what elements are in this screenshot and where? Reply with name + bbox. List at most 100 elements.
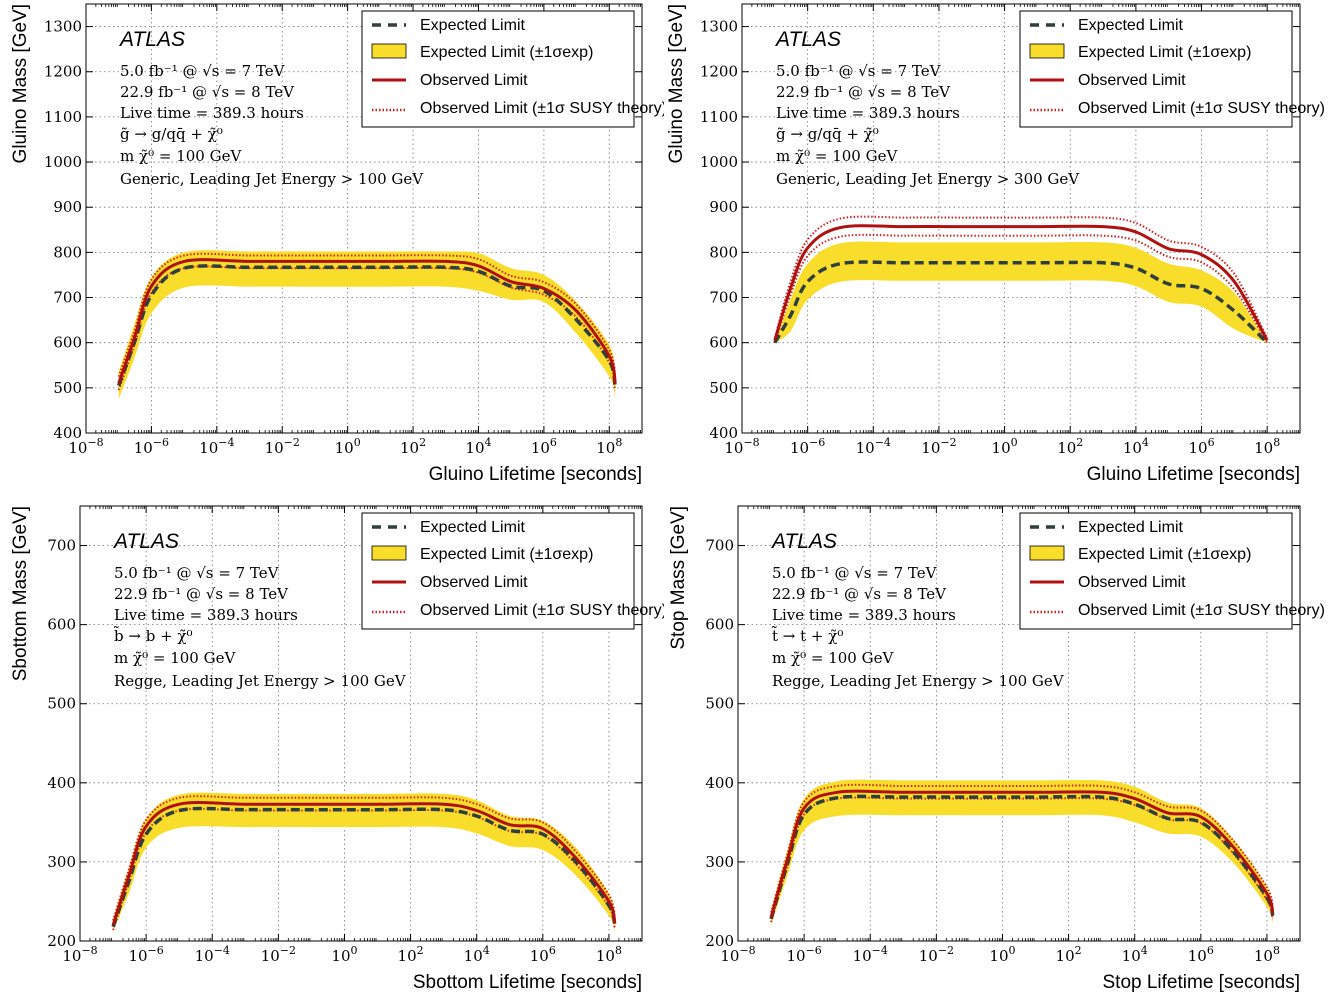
- legend: Expected Limit Expected Limit (±1σexp) Obs…: [361, 10, 667, 128]
- decay-mode: g̃ → g/qq̄ + χ̃⁰: [120, 125, 223, 143]
- y-tick-label: 700: [705, 537, 734, 555]
- observed-line: [769, 789, 1275, 918]
- y-tick-label: 1300: [44, 18, 82, 36]
- y-tick-label: 1200: [700, 63, 738, 81]
- model-selection: Generic, Leading Jet Energy > 300 GeV: [776, 170, 1080, 188]
- atlas-label: ATLAS: [770, 530, 837, 553]
- decay-mode: b̃ → b + χ̃⁰: [113, 626, 192, 645]
- y-tick-label: 200: [705, 932, 734, 950]
- y-tick-label: 500: [47, 695, 76, 713]
- y-tick-label: 700: [47, 537, 76, 555]
- y-tick-label: 600: [705, 616, 734, 634]
- x-tick-label: 102: [1057, 436, 1083, 457]
- expected-line: [111, 806, 617, 928]
- model-selection: Regge, Leading Jet Energy > 100 GeV: [114, 672, 407, 690]
- lumi-8tev: 22.9 fb⁻¹ @ √s = 8 TeV: [114, 585, 289, 603]
- legend-box: [1019, 512, 1293, 630]
- x-tick-label: 10−8: [68, 436, 103, 457]
- y-tick-label: 900: [709, 198, 738, 216]
- y-axis-label: Gluino Mass [GeV]: [666, 4, 687, 163]
- x-tick-label: 100: [335, 436, 361, 457]
- x-tick-label: 102: [398, 944, 424, 965]
- y-tick-label: 500: [709, 379, 738, 397]
- y-tick-label: 500: [705, 695, 734, 713]
- chart-gluino-100: 10−8 10−6 10−4 10−2 100 102 104 106 108 400 500 600…: [10, 3, 667, 485]
- legend-label: Expected Limit (±1σexp): [1078, 44, 1251, 61]
- live-time: Live time = 389.3 hours: [776, 104, 960, 122]
- x-tick-label: 106: [530, 944, 556, 965]
- x-axis-label: Sbottom Lifetime [seconds]: [413, 972, 642, 993]
- x-tick-label: 106: [1188, 944, 1214, 965]
- plot-frame: [79, 505, 643, 942]
- x-tick-label: 108: [1254, 436, 1280, 457]
- y-tick-label: 500: [53, 379, 82, 397]
- x-tick-label: 10−2: [261, 944, 296, 965]
- chart-panel-2: 10−8 10−6 10−4 10−2 100 102 104 106 108 400 500 600…: [664, 0, 1328, 497]
- x-tick-label: 102: [400, 436, 426, 457]
- chart-gluino-300: 10−8 10−6 10−4 10−2 100 102 104 106 108 400 500 600…: [666, 3, 1325, 485]
- legend-label: Observed Limit (±1σ SUSY theory): [420, 100, 664, 117]
- y-tick-label: 900: [53, 198, 82, 216]
- expected-line: [769, 794, 1275, 920]
- x-tick-label: 106: [531, 436, 557, 457]
- x-tick-label: 10−6: [134, 436, 169, 457]
- y-tick-label: 700: [53, 289, 82, 307]
- x-tick-label: 108: [596, 436, 622, 457]
- chart-stop: 10−8 10−6 10−4 10−2 100 102 104 106 108 200 300 400…: [668, 505, 1325, 993]
- y-tick-label: 800: [53, 243, 82, 261]
- expected-band: [774, 241, 1268, 343]
- legend-label: Observed Limit (±1σ SUSY theory): [1078, 100, 1325, 117]
- x-tick-label: 10−6: [128, 944, 163, 965]
- lumi-8tev: 22.9 fb⁻¹ @ √s = 8 TeV: [776, 83, 951, 101]
- lumi-8tev: 22.9 fb⁻¹ @ √s = 8 TeV: [772, 585, 947, 603]
- y-axis-label: Sbottom Mass [GeV]: [10, 506, 31, 681]
- x-tick-label: 10−4: [856, 436, 891, 457]
- x-tick-label: 106: [1188, 436, 1214, 457]
- atlas-label: ATLAS: [112, 530, 179, 553]
- y-tick-label: 400: [53, 424, 82, 442]
- legend-swatch-band: [371, 43, 407, 59]
- x-tick-label: 10−2: [921, 436, 956, 457]
- y-tick-label: 800: [709, 243, 738, 261]
- legend: Expected Limit Expected Limit (±1σexp) Obs…: [1019, 10, 1325, 128]
- x-tick-label: 104: [465, 436, 491, 457]
- x-tick-label: 10−8: [724, 436, 759, 457]
- x-tick-label: 100: [989, 944, 1015, 965]
- y-tick-label: 300: [47, 853, 76, 871]
- lumi-7tev: 5.0 fb⁻¹ @ √s = 7 TeV: [772, 564, 938, 582]
- x-tick-label: 104: [1123, 436, 1149, 457]
- x-tick-label: 10−8: [720, 944, 755, 965]
- x-tick-label: 100: [331, 944, 357, 965]
- legend-label: Expected Limit: [420, 17, 525, 34]
- y-tick-label: 600: [709, 334, 738, 352]
- model-selection: Regge, Leading Jet Energy > 100 GeV: [772, 672, 1065, 690]
- legend-label: Observed Limit: [420, 574, 528, 591]
- y-tick-label: 1000: [44, 153, 82, 171]
- expected-band: [113, 792, 615, 932]
- atlas-label: ATLAS: [774, 28, 841, 51]
- x-tick-label: 10−2: [265, 436, 300, 457]
- legend-label: Observed Limit (±1σ SUSY theory): [1078, 602, 1325, 619]
- observed-line: [111, 801, 617, 926]
- theory-lower-line: [773, 233, 1269, 344]
- y-tick-label: 400: [705, 774, 734, 792]
- expected-band: [118, 250, 616, 400]
- legend-box: [361, 10, 635, 128]
- plot-frame: [737, 505, 1301, 942]
- x-tick-label: 100: [992, 436, 1018, 457]
- y-tick-label: 600: [47, 616, 76, 634]
- y-tick-label: 1100: [44, 108, 82, 126]
- x-tick-label: 108: [1254, 944, 1280, 965]
- legend-swatch-band: [371, 545, 407, 561]
- lsp-mass: m χ̃⁰ = 100 GeV: [120, 147, 242, 165]
- x-tick-label: 108: [596, 944, 622, 965]
- x-tick-label: 10−4: [853, 944, 888, 965]
- legend-box: [1019, 10, 1293, 128]
- y-tick-label: 200: [47, 932, 76, 950]
- legend-label: Observed Limit: [1078, 574, 1186, 591]
- chart-panel-1: 10−8 10−6 10−4 10−2 100 102 104 106 108 400 500 600…: [0, 0, 667, 497]
- decay-mode: t̃ → t + χ̃⁰: [771, 626, 843, 645]
- atlas-label: ATLAS: [118, 28, 185, 51]
- x-tick-label: 10−2: [919, 944, 954, 965]
- expected-line: [117, 264, 617, 387]
